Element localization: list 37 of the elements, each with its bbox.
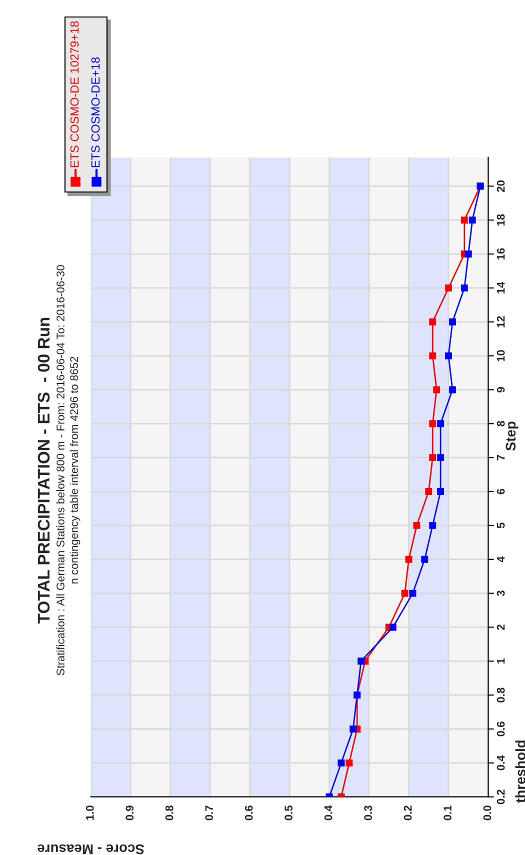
text: ETS COSMO-DE+18 xyxy=(91,57,100,168)
y-tick-label: 0.2 xyxy=(496,790,505,804)
y-tick-label: 0.4 xyxy=(496,755,505,770)
text: Step xyxy=(506,422,518,451)
y-tick-label: 12 xyxy=(496,316,505,328)
y-tick-label: 7 xyxy=(496,454,505,460)
y-tick-label: 10 xyxy=(496,350,505,362)
x-axis-title: Score - Measure xyxy=(38,844,144,854)
text: TOTAL PRECIPITATION - ETS - 00 Run xyxy=(38,318,50,624)
x-tick-label: 0.2 xyxy=(404,806,412,820)
y-tick-label: 1 xyxy=(496,658,505,664)
x-tick-label: 0.4 xyxy=(324,805,332,820)
text: ETS COSMO-DE 10279+18 xyxy=(70,21,79,168)
x-tick-label: 0.9 xyxy=(126,806,134,820)
y-tick-label: 0.6 xyxy=(496,722,505,736)
y-tick-label: 16 xyxy=(496,248,505,260)
x-tick-label: 0.8 xyxy=(165,806,174,820)
y-tick-label: 3 xyxy=(496,590,505,596)
x-tick-label: 0.7 xyxy=(205,806,214,820)
x-tick-label: 0.0 xyxy=(483,806,492,820)
x-tick-label: 0.3 xyxy=(364,806,372,820)
y-tick-label: 6 xyxy=(496,488,505,494)
x-tick-label: 0.1 xyxy=(444,806,452,820)
x-tick-label: 1.0 xyxy=(86,806,94,820)
y-tick-label: 9 xyxy=(496,387,505,392)
x-tick-label: 0.6 xyxy=(244,806,253,820)
y-tick-label: 2 xyxy=(496,624,505,630)
y-tick-label: 0.8 xyxy=(496,688,505,702)
y-axis-title: threshold xyxy=(515,740,525,803)
text: Stratification : All German Stations below 800 m - From: 2016-06-04 To: 2016-06-30 n contingency table interval from 4296 to 8652 xyxy=(56,265,80,676)
y-tick-label: 4 xyxy=(496,556,505,562)
y-tick-label: 14 xyxy=(496,282,505,294)
y-tick-label: 5 xyxy=(496,522,505,528)
y-tick-label: 8 xyxy=(496,420,505,426)
x-tick-label: 0.5 xyxy=(284,806,293,820)
y-tick-label: 20 xyxy=(496,180,505,192)
y-tick-label: 18 xyxy=(496,214,505,226)
